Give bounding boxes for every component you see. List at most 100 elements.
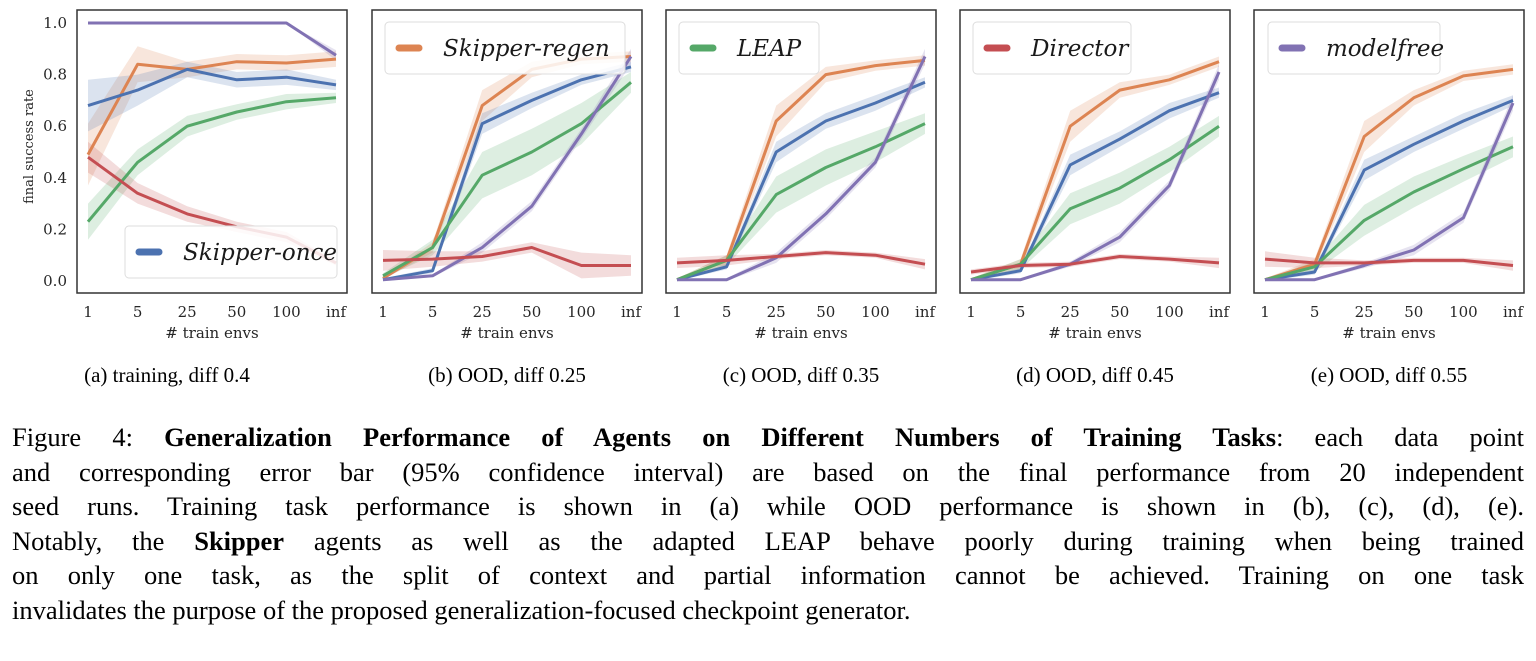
y-tick-label: 0.8 <box>43 66 67 84</box>
legend-label: Skipper-regen <box>443 36 610 62</box>
caption-bold-text: Generalization Performance of Agents on … <box>164 422 1277 452</box>
x-tick-label: 50 <box>227 303 246 321</box>
x-tick-label: 50 <box>1404 303 1423 321</box>
legend-label: modelfree <box>1326 36 1444 62</box>
x-tick-label: inf <box>915 303 936 321</box>
series-line-skipper-once <box>87 67 337 108</box>
caption-text: : each data point <box>1276 422 1524 452</box>
series-line-director <box>382 246 631 267</box>
panel-subcaption: (a) training, diff 0.4 <box>84 363 250 387</box>
ci-band-skipper-once <box>383 61 631 282</box>
plot-area <box>382 48 633 282</box>
x-axis-label: # train envs <box>1342 324 1435 342</box>
caption-text: and corresponding error bar (95% confide… <box>12 456 1524 487</box>
chart-panel-e: modelfree 1 5 25 50 100 inf # train envs (e) OOD… <box>1253 9 1525 387</box>
caption-line: Figure 4: Generalization Performance of … <box>12 420 1524 455</box>
ci-band-skipper-once <box>1265 95 1513 281</box>
y-tick-label: 0.6 <box>43 117 67 135</box>
caption-line: Notably, the Skipper agents as well as t… <box>12 524 1524 559</box>
caption-line: and corresponding error bar (95% confide… <box>12 455 1524 490</box>
panel-subcaption: (b) OOD, diff 0.25 <box>428 363 586 387</box>
x-tick-label: 5 <box>722 303 732 321</box>
x-axis-label: # train envs <box>460 324 553 342</box>
legend: modelfree <box>1267 21 1444 75</box>
series-line-skipper-once <box>970 91 1220 282</box>
panel-subcaption: (d) OOD, diff 0.45 <box>1016 363 1174 387</box>
series-line-modelfree <box>971 71 1221 282</box>
y-tick-label: 1.0 <box>43 14 67 32</box>
x-tick-label: 1 <box>83 303 93 321</box>
ci-band-skipper-regen <box>88 46 336 186</box>
ci-band-leap <box>88 92 336 240</box>
ci-band-skipper-once <box>971 87 1219 281</box>
plot-frame <box>1253 9 1525 294</box>
x-tick-label: 100 <box>1449 303 1478 321</box>
x-tick-label: 25 <box>1061 303 1080 321</box>
series-line-modelfree <box>382 55 633 282</box>
legend-label: Director <box>1030 36 1130 62</box>
legend: Director <box>972 21 1132 75</box>
plot-area <box>970 56 1221 282</box>
legend-label: LEAP <box>736 36 802 62</box>
legend: Skipper-regen <box>384 21 626 75</box>
series-line-skipper-once <box>382 65 632 282</box>
series-line-leap <box>86 96 337 223</box>
x-axis-label: # train envs <box>1048 324 1141 342</box>
y-tick-label: 0.4 <box>43 169 67 187</box>
x-tick-label: 50 <box>522 303 541 321</box>
panel-subcaption: (e) OOD, diff 0.55 <box>1311 363 1468 387</box>
plot-frame <box>371 9 643 294</box>
x-tick-label: 5 <box>1310 303 1320 321</box>
legend-box <box>1267 21 1441 75</box>
ci-band-leap <box>1265 136 1513 281</box>
series-line-modelfree <box>677 55 927 282</box>
x-tick-label: 50 <box>816 303 835 321</box>
plot-frame <box>76 9 348 294</box>
series-line-leap <box>1264 145 1514 282</box>
plot-frame <box>959 9 1231 294</box>
legend: LEAP <box>678 21 820 75</box>
caption-line: on only one task, as the split of contex… <box>12 558 1524 593</box>
series-line-director <box>970 255 1220 274</box>
legend-box <box>124 225 338 279</box>
x-tick-label: 5 <box>133 303 143 321</box>
figure: Skipper-once 1 5 25 50 100 inf # train envs 0.0 0… <box>22 9 1525 387</box>
x-tick-label: inf <box>326 303 347 321</box>
ci-band-skipper-regen <box>971 56 1219 281</box>
series-line-skipper-regen <box>1264 67 1514 282</box>
caption-line: invalidates the purpose of the proposed … <box>12 593 1524 628</box>
figure-caption: Figure 4: Generalization Performance of … <box>12 420 1524 627</box>
x-tick-label: inf <box>621 303 642 321</box>
x-axis-label: # train envs <box>754 324 847 342</box>
x-tick-label: 1 <box>1260 303 1270 321</box>
x-tick-label: 25 <box>767 303 786 321</box>
x-tick-label: 25 <box>178 303 197 321</box>
series-line-skipper-once <box>1264 99 1514 282</box>
caption-line: seed runs. Training task performance is … <box>12 489 1524 524</box>
caption-bold-text: Skipper <box>194 525 285 556</box>
caption-text: invalidates the purpose of the proposed … <box>12 594 911 625</box>
caption-text: Figure 4: <box>12 422 165 452</box>
legend-box <box>972 21 1132 75</box>
x-tick-label: 1 <box>378 303 388 321</box>
plot-area <box>676 48 927 282</box>
x-tick-label: 5 <box>1016 303 1026 321</box>
series-line-modelfree <box>88 21 337 57</box>
chart-panel-c: LEAP 1 5 25 50 100 inf # train envs (c) OOD, dif… <box>665 9 937 387</box>
x-tick-label: 25 <box>473 303 492 321</box>
ci-band-director <box>383 242 631 279</box>
series-line-leap <box>382 81 632 278</box>
legend-box <box>384 21 626 75</box>
x-tick-label: 100 <box>567 303 596 321</box>
panel-subcaption: (c) OOD, diff 0.35 <box>723 363 880 387</box>
chart-panel-b: Skipper-regen 1 5 25 50 100 inf # train envs (b)… <box>371 9 643 387</box>
y-axis-label: final success rate <box>22 89 37 204</box>
caption-text: agents as well as the adapted LEAP behav… <box>284 525 1525 556</box>
x-tick-label: 25 <box>1355 303 1374 321</box>
series-line-modelfree <box>1265 102 1515 282</box>
chart-panel-a: Skipper-once 1 5 25 50 100 inf # train envs 0.0 0… <box>22 9 348 387</box>
x-tick-label: 100 <box>1155 303 1184 321</box>
x-tick-label: inf <box>1503 303 1524 321</box>
chart-panel-d: Director 1 5 25 50 100 inf # train envs (d) OOD,… <box>959 9 1231 387</box>
y-tick-label: 0.2 <box>43 220 67 238</box>
